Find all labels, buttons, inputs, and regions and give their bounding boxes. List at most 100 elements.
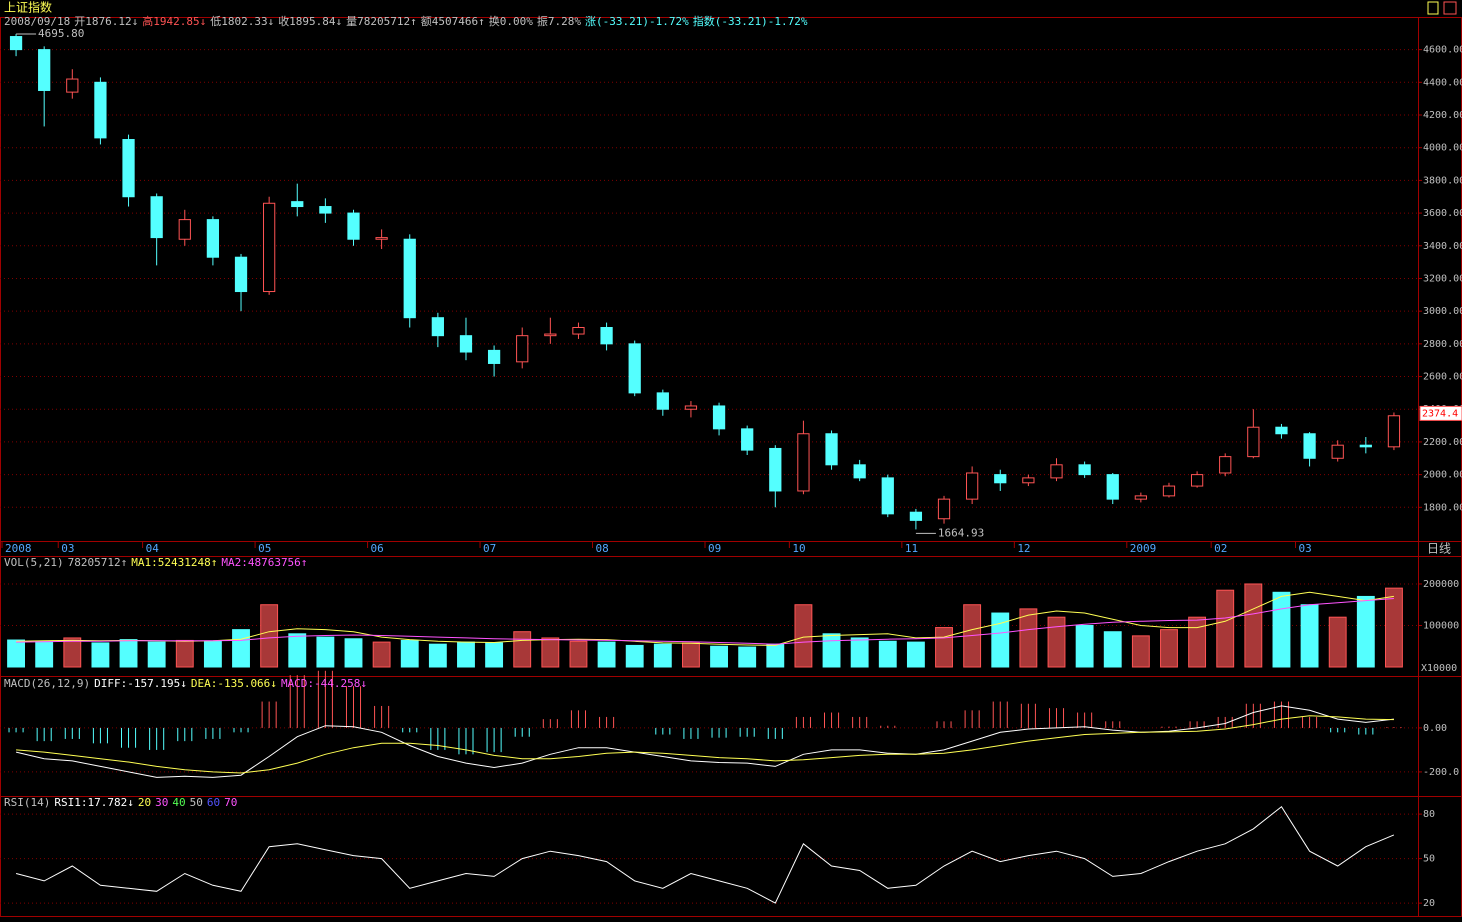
volume-bar — [457, 641, 475, 668]
arrow-icon[interactable] — [1427, 1, 1439, 15]
volume-bar — [316, 636, 335, 668]
date-label: 02 — [1214, 542, 1227, 555]
candle-body — [1359, 444, 1372, 448]
candle-body — [206, 219, 220, 258]
panel-legend: :52431248↑ — [151, 556, 217, 569]
y-tick-label: 0.00 — [1423, 723, 1447, 734]
high-label: 4695.80 — [38, 27, 84, 40]
candle-body — [797, 433, 810, 492]
volume-bar — [1160, 629, 1178, 668]
volume-bar — [1272, 591, 1291, 668]
candle-body — [94, 81, 107, 139]
candle-body — [937, 498, 951, 520]
candle-body — [1247, 426, 1260, 458]
panel-legend: 20 — [138, 796, 151, 809]
volume-bar — [625, 644, 644, 668]
candle-body — [656, 392, 669, 410]
panel-legend: 78205712↑ — [68, 556, 128, 569]
candle-body — [38, 49, 51, 91]
volume-bar — [653, 643, 672, 668]
candle-body — [1387, 415, 1401, 448]
volume-bar — [766, 643, 785, 668]
candle-body — [1331, 444, 1344, 459]
candle-body — [319, 206, 332, 214]
y-tick-label: 3000.00 — [1423, 306, 1462, 317]
panel-legend: RSI1 — [54, 796, 81, 809]
candle-body — [572, 327, 585, 335]
volume-bar — [91, 642, 110, 668]
volume-bar — [1385, 587, 1403, 668]
date-label: 07 — [483, 542, 496, 555]
candle-body — [487, 349, 501, 364]
volume-bar — [63, 637, 82, 668]
date-label: 2009 — [1130, 542, 1157, 555]
y-tick-label: 20 — [1423, 898, 1435, 909]
date-label: 04 — [146, 542, 160, 555]
panel-legend: MACD — [281, 677, 308, 690]
candle-body — [769, 447, 782, 492]
candle-body — [263, 202, 276, 293]
index-title: 上证指数 — [4, 0, 52, 15]
volume-bar — [7, 639, 25, 668]
panel-legend: 60 — [207, 796, 220, 809]
candle-body — [881, 477, 894, 515]
candle-body — [825, 433, 838, 466]
volume-bar — [232, 629, 250, 668]
candle-body — [741, 428, 754, 451]
volume-bar — [428, 643, 447, 668]
indicator-line — [16, 598, 1394, 645]
volume-bar — [1047, 616, 1066, 668]
candle-body — [1022, 477, 1035, 484]
candle-body — [544, 333, 557, 337]
panel-legend: MA1 — [131, 556, 151, 569]
volume-bar — [260, 604, 279, 668]
volume-bar — [794, 604, 813, 668]
volume-bar — [738, 646, 757, 668]
y-tick-label: 2800.00 — [1423, 339, 1462, 350]
quote-info: 量78205712↑ — [346, 15, 417, 28]
volume-bar — [1216, 589, 1235, 668]
indicator-line — [16, 591, 1394, 646]
panel-legend: RSI(14) — [4, 796, 50, 809]
candle-body — [1219, 456, 1232, 474]
volume-bar — [569, 640, 588, 668]
volume-bar — [372, 641, 391, 668]
y-tick-label: 4000.00 — [1423, 143, 1462, 154]
date-label: 2008 — [5, 542, 32, 555]
panel-legend: 50 — [190, 796, 203, 809]
y-tick-label: 100000 — [1423, 620, 1459, 631]
candle-body — [459, 335, 473, 353]
candle-body — [1134, 495, 1147, 500]
candle-body — [1190, 474, 1204, 487]
volume-bar — [1244, 583, 1263, 668]
volume-bar — [710, 645, 728, 668]
date-label: 05 — [258, 542, 271, 555]
y-tick-label: 1800.00 — [1423, 502, 1462, 513]
volume-bar — [822, 633, 841, 668]
volume-bar — [1328, 616, 1347, 668]
candle-body — [853, 464, 866, 479]
panel-legend: 40 — [172, 796, 185, 809]
volume-bar — [400, 639, 419, 668]
y-tick-label: 4600.00 — [1423, 45, 1462, 56]
candle-body — [66, 78, 79, 93]
panel-legend: :-44.258↓ — [307, 677, 367, 690]
quote-info: 指数(-33.21)-1.72% — [693, 14, 808, 28]
quote-info: 换0.00% — [489, 14, 533, 28]
quote-info: 低1802.33↓ — [210, 15, 274, 28]
y-tick-label: 3600.00 — [1423, 208, 1462, 219]
y-tick-label: 3400.00 — [1423, 241, 1462, 252]
date-label: 03 — [1299, 542, 1312, 555]
candle-body — [1303, 433, 1316, 459]
volume-bar — [906, 641, 925, 668]
quote-info: 2008/09/18 — [4, 15, 70, 28]
volume-bar — [991, 612, 1010, 668]
window-icon[interactable] — [1443, 1, 1457, 15]
candle-body — [9, 36, 23, 51]
panel-legend: MACD(26,12,9) — [4, 677, 90, 690]
date-label: 12 — [1017, 542, 1030, 555]
date-label: 03 — [61, 542, 74, 555]
volume-bar — [119, 639, 138, 668]
